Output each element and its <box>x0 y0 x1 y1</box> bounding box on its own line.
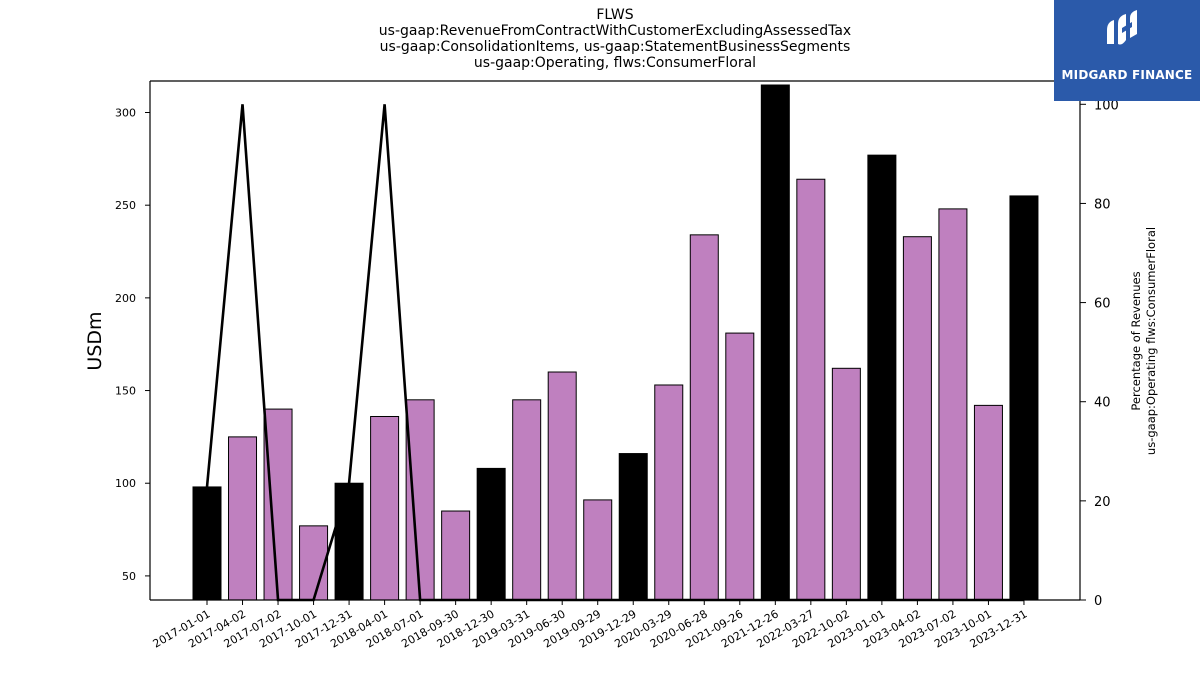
chart-title: FLWS <box>596 7 634 23</box>
y2-tick-label-0: 0 <box>1094 594 1102 609</box>
bar-2019-09-29 <box>583 499 613 601</box>
chart-subtitle-3: us-gaap:Operating, flws:ConsumerFloral <box>473 55 757 71</box>
bar-2023-04-02 <box>902 236 932 601</box>
percentage-line <box>205 104 1024 602</box>
y2-tick-label-80: 80 <box>1094 197 1111 212</box>
bar-2023-10-01 <box>973 404 1003 601</box>
bar-2017-01-01 <box>192 486 222 601</box>
bar-2019-12-29 <box>618 453 648 601</box>
bar-2017-04-02 <box>228 436 258 601</box>
bar-2020-03-29 <box>654 384 684 601</box>
y-tick-label-100: 100 <box>115 477 136 490</box>
bar-2022-10-02 <box>831 367 861 601</box>
bar-2021-09-26 <box>725 332 755 601</box>
bar-2023-07-02 <box>938 208 968 601</box>
y2-axis-label-line1: Percentage of Revenues <box>1129 271 1143 410</box>
logo-text: MIDGARD FINANCE <box>1061 68 1193 82</box>
y-tick-label-150: 150 <box>115 385 136 398</box>
midgard-logo: MIDGARD FINANCE <box>1054 0 1200 101</box>
bar-2018-12-30 <box>476 467 506 601</box>
bar-2017-07-02 <box>263 408 293 601</box>
y-tick-label-300: 300 <box>115 107 136 120</box>
bar-2022-03-27 <box>796 178 826 601</box>
y2-tick-label-40: 40 <box>1094 396 1111 411</box>
y-tick-label-250: 250 <box>115 199 136 212</box>
bar-2018-07-01 <box>405 399 435 601</box>
y2-axis-label-line2: us-gaap:Operating flws:ConsumerFloral <box>1144 227 1158 455</box>
chart-titles: FLWS us-gaap:RevenueFromContractWithCust… <box>315 7 915 71</box>
chart-subtitle-1: us-gaap:RevenueFromContractWithCustomerE… <box>378 23 852 39</box>
y-axis-label: USDm <box>84 311 106 370</box>
y2-tick-label-20: 20 <box>1094 495 1111 510</box>
chart-subtitle-2: us-gaap:ConsolidationItems, us-gaap:Stat… <box>379 39 851 55</box>
bar-2017-10-01 <box>299 525 329 601</box>
bar-2018-04-01 <box>370 415 400 601</box>
y2-tick-label-100: 100 <box>1094 98 1119 113</box>
bar-2017-12-31 <box>334 482 364 601</box>
bar-2021-12-26 <box>760 84 790 601</box>
y2-tick-label-60: 60 <box>1094 297 1111 312</box>
y-tick-label-50: 50 <box>122 570 136 583</box>
bar-2018-09-30 <box>441 510 471 601</box>
y-tick-label-200: 200 <box>115 292 136 305</box>
bar-2020-06-28 <box>689 234 719 601</box>
logo-mark-icon <box>1107 10 1137 45</box>
bar-2023-01-01 <box>867 154 897 601</box>
bar-2019-03-31 <box>512 399 542 601</box>
bar-2023-12-31 <box>1009 195 1039 601</box>
bar-2019-06-30 <box>547 371 577 601</box>
